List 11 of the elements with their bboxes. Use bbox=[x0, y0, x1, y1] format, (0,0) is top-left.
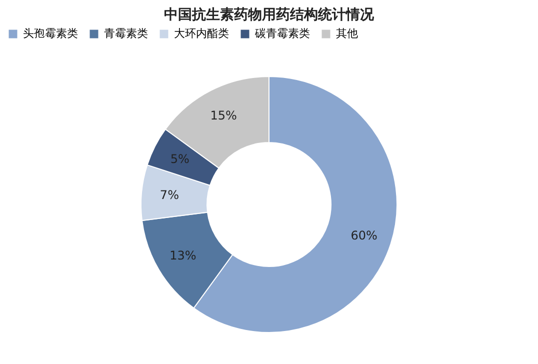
data-label: 13% bbox=[170, 248, 196, 262]
data-label: 60% bbox=[350, 228, 378, 242]
legend-label: 碳青霉素类 bbox=[254, 27, 310, 40]
data-label: 5% bbox=[170, 152, 190, 166]
legend-label: 其他 bbox=[336, 27, 358, 40]
data-label: 15% bbox=[210, 108, 237, 122]
data-label: 7% bbox=[160, 188, 179, 202]
legend-label: 青霉素类 bbox=[104, 27, 148, 40]
legend-label: 大环内酯类 bbox=[174, 27, 229, 40]
chart-title: 中国抗生素药物用药结构统计情况 bbox=[164, 6, 375, 23]
legend-label: 头孢霉素类 bbox=[23, 27, 78, 40]
